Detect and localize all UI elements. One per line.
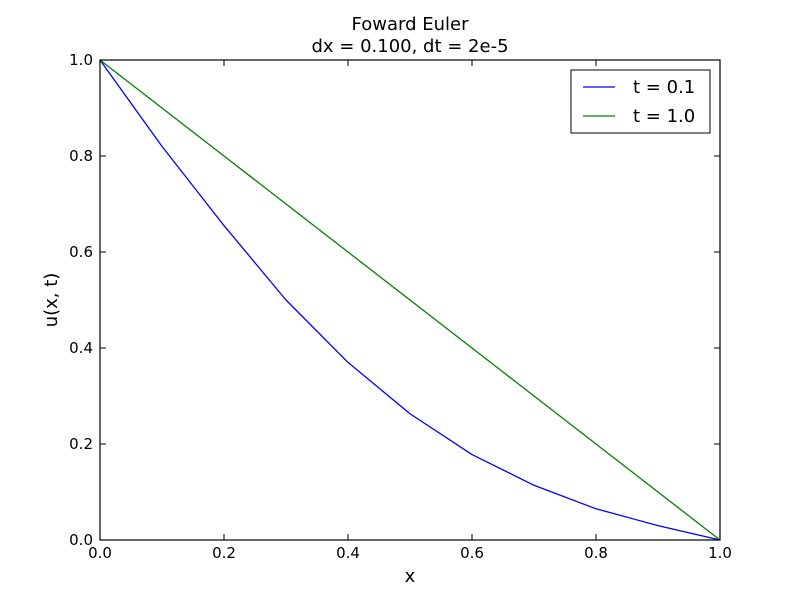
legend-label-1: t = 0.1 xyxy=(633,77,695,98)
x-tick-label: 0.2 xyxy=(212,544,236,562)
chart-subtitle: dx = 0.100, dt = 2e-5 xyxy=(311,36,508,57)
x-tick-label: 0.6 xyxy=(460,544,484,562)
chart-title: Foward Euler xyxy=(352,14,470,35)
y-tick-label: 0.4 xyxy=(69,339,93,357)
x-tick-label: 0.0 xyxy=(88,544,112,562)
y-tick-label: 1.0 xyxy=(69,51,93,69)
legend-box xyxy=(570,69,711,134)
legend: t = 0.1 t = 1.0 xyxy=(570,69,711,134)
series-line-2 xyxy=(99,59,721,541)
legend-label-2: t = 1.0 xyxy=(633,106,695,127)
series-line-1 xyxy=(99,59,721,541)
x-tick-label: 1.0 xyxy=(708,544,732,562)
y-tick-label: 0.0 xyxy=(69,531,93,549)
plot-area: 0.0 0.2 0.4 0.6 0.8 1.0 0.0 0.2 0.4 0.6 0.8 1.0 xyxy=(69,51,732,562)
x-axis-label: x xyxy=(405,566,416,587)
y-tick-label: 0.8 xyxy=(69,147,93,165)
y-axis-label: u(x, t) xyxy=(41,273,62,328)
plot-frame xyxy=(99,59,721,541)
x-tick-label: 0.8 xyxy=(584,544,608,562)
y-tick-label: 0.2 xyxy=(69,435,93,453)
y-tick-label: 0.6 xyxy=(69,243,93,261)
x-tick-label: 0.4 xyxy=(336,544,360,562)
